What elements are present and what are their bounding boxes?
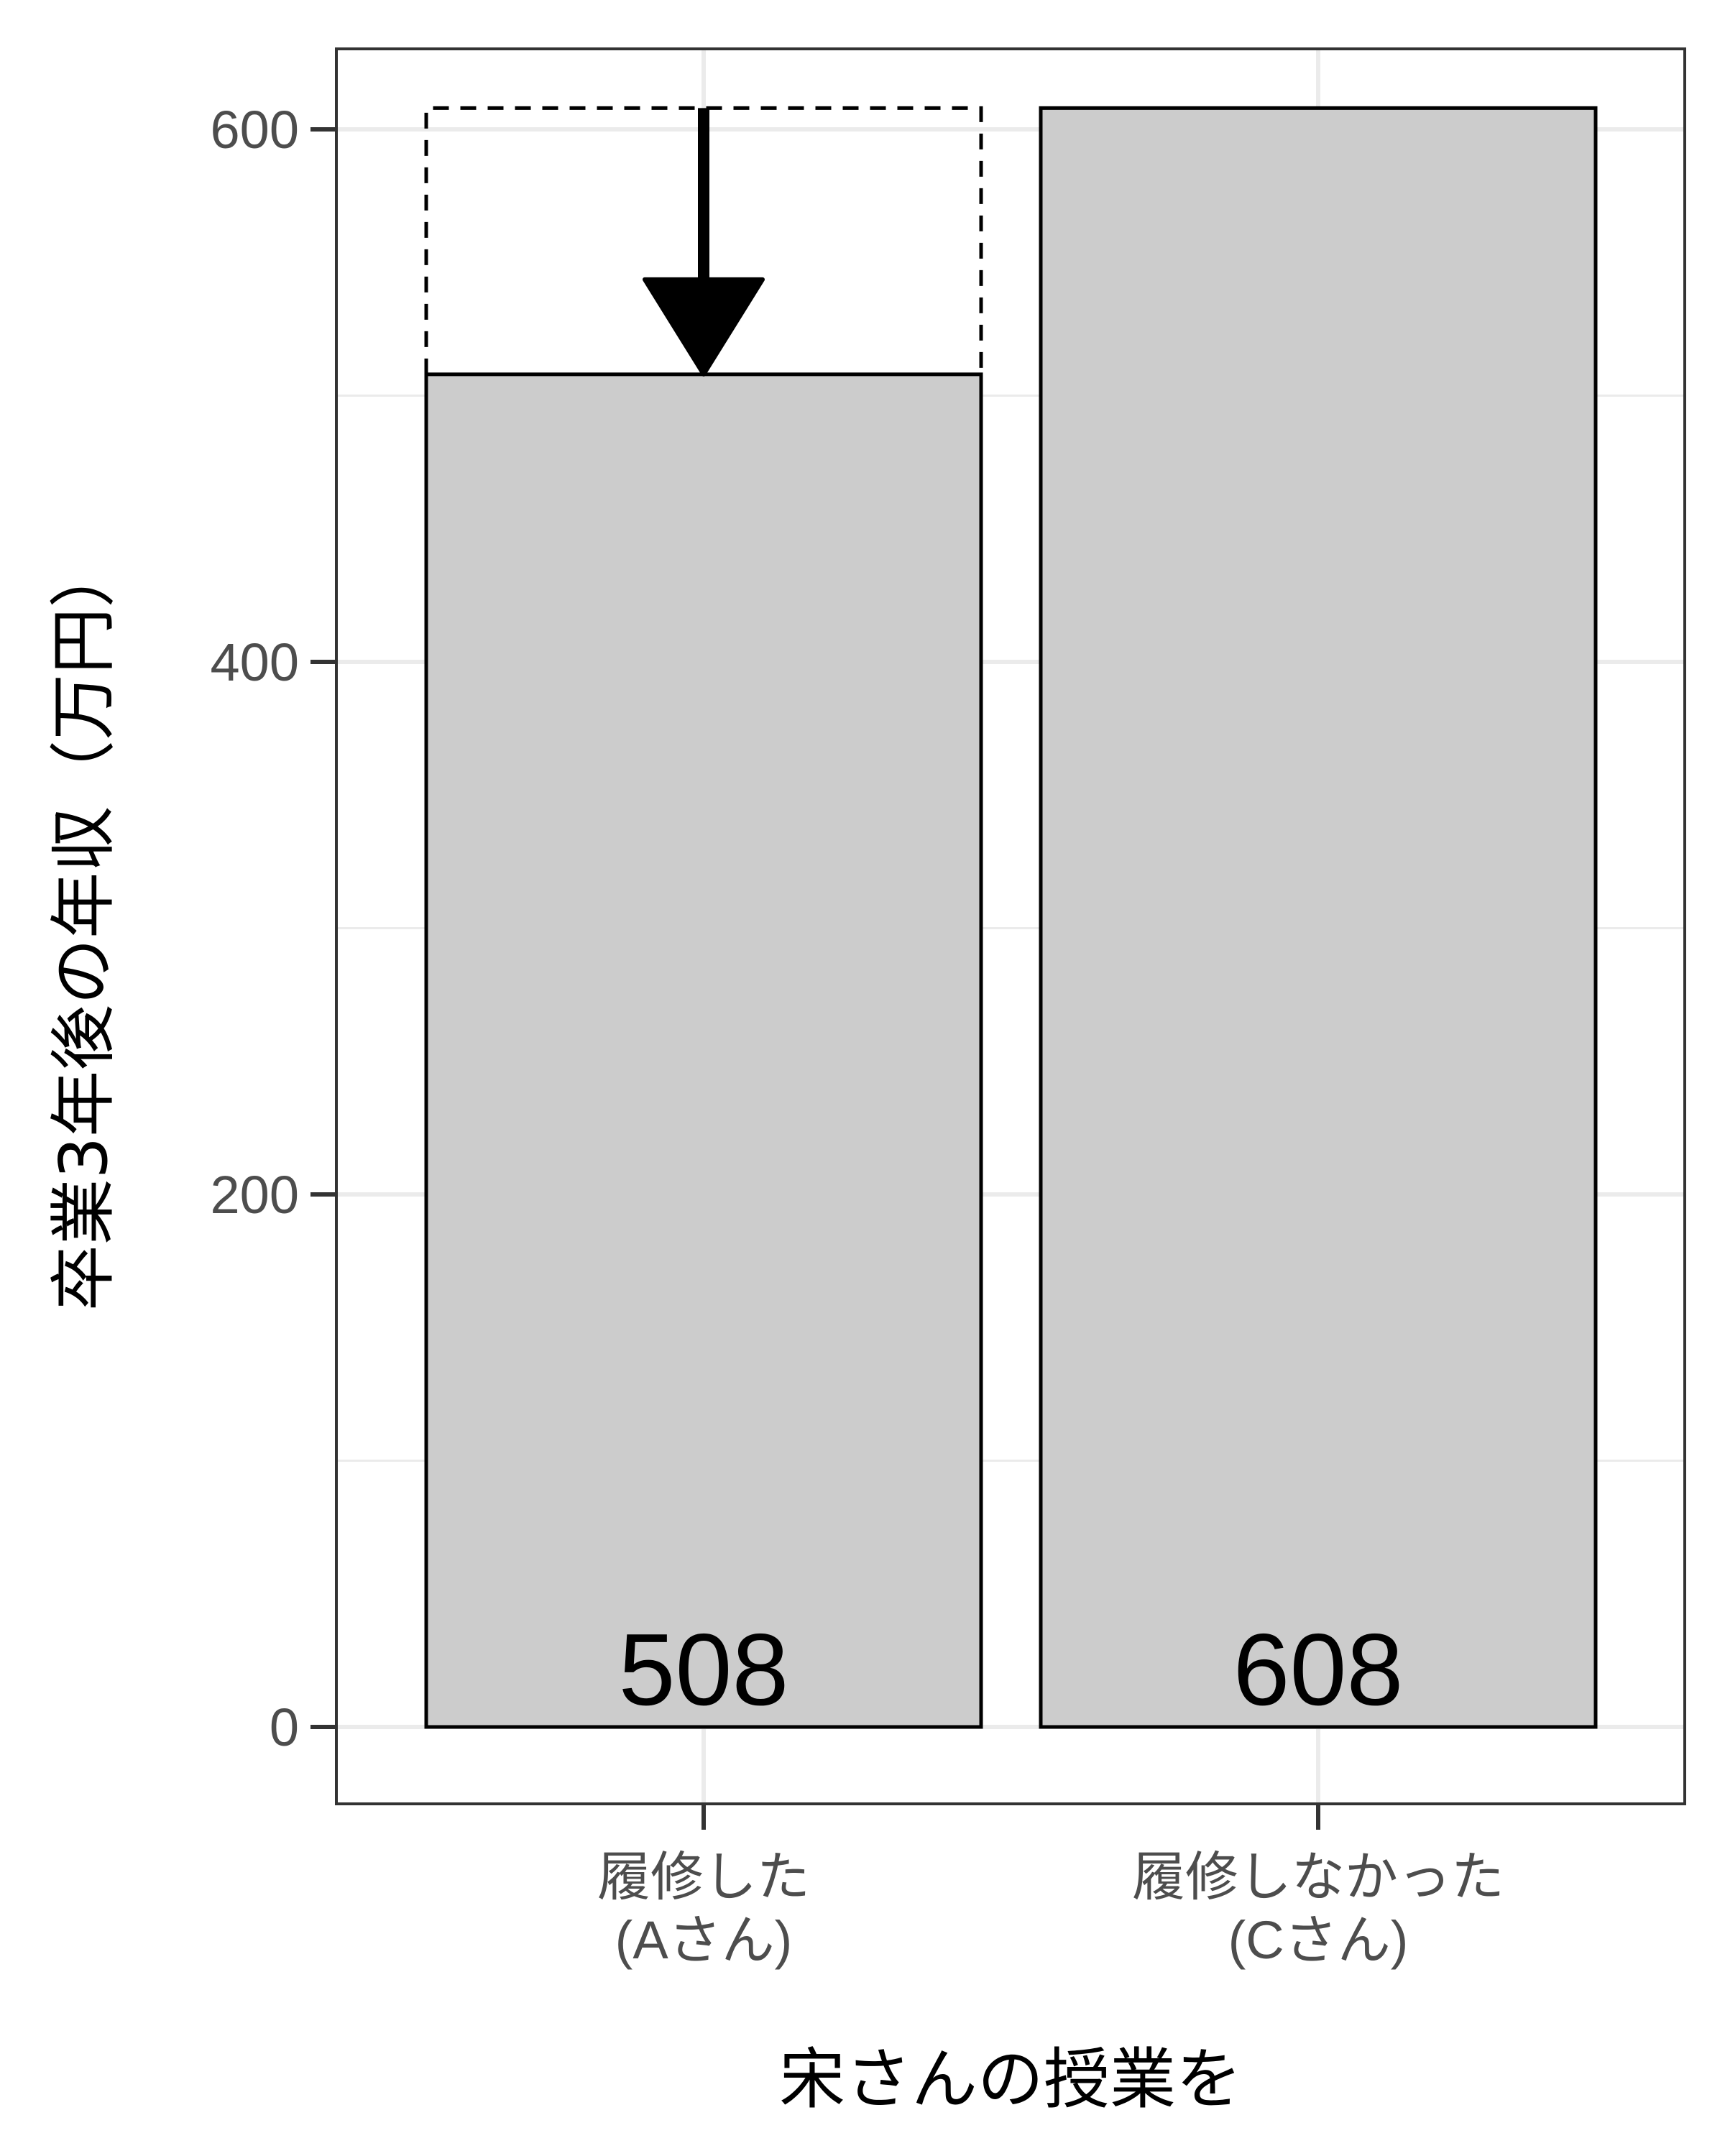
data-label-2: 608 [1233,1613,1404,1727]
arrow-head [643,277,765,377]
data-label-1: 508 [619,1613,789,1727]
panel-border [335,47,1686,1805]
y-tick-label: 600 [211,100,299,160]
y-axis-title: 卒業3年後の年収（万円） [45,542,122,1312]
x-axis-title: 宋さんの授業を [779,2041,1242,2118]
bars [424,106,1598,1729]
data-labels: 508 608 [619,1613,1404,1727]
x-tick-label: 履修した [597,1847,810,1907]
bar-1 [424,372,983,1729]
y-tick-label: 0 [270,1697,299,1757]
x-tick-label: (Cさん) [1228,1910,1409,1970]
x-tick-label: (Aさん) [615,1910,793,1970]
x-tick-label: 履修しなかった [1132,1847,1504,1907]
annotation [424,106,983,377]
y-tick-label: 200 [211,1165,299,1225]
bar-2 [1039,106,1598,1729]
y-tick-label: 400 [211,632,299,692]
y-axis: 0 200 400 600 [211,100,336,1757]
x-axis: 履修した(Aさん) 履修しなかった(Cさん) [597,1804,1504,1970]
